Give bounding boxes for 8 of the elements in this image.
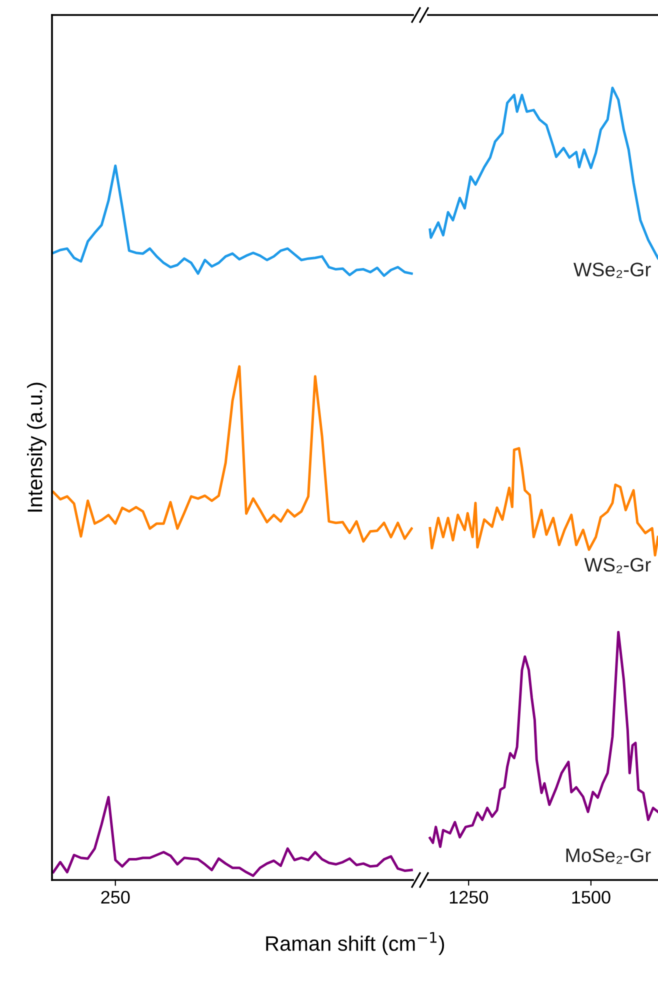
x-axis-title: Raman shift (cm$^{−1}$) bbox=[266, 932, 444, 956]
text: 250 bbox=[101, 890, 130, 904]
series-label: WS₂-Gr bbox=[584, 558, 651, 574]
x-tick-label: 1500 bbox=[572, 890, 610, 904]
y-axis-title: Intensity (a.u.) bbox=[27, 382, 46, 512]
series-label: MoSe₂-Gr bbox=[566, 848, 651, 864]
x-tick-label: 1250 bbox=[450, 890, 488, 904]
series-label: WSe₂-Gr bbox=[573, 262, 651, 278]
